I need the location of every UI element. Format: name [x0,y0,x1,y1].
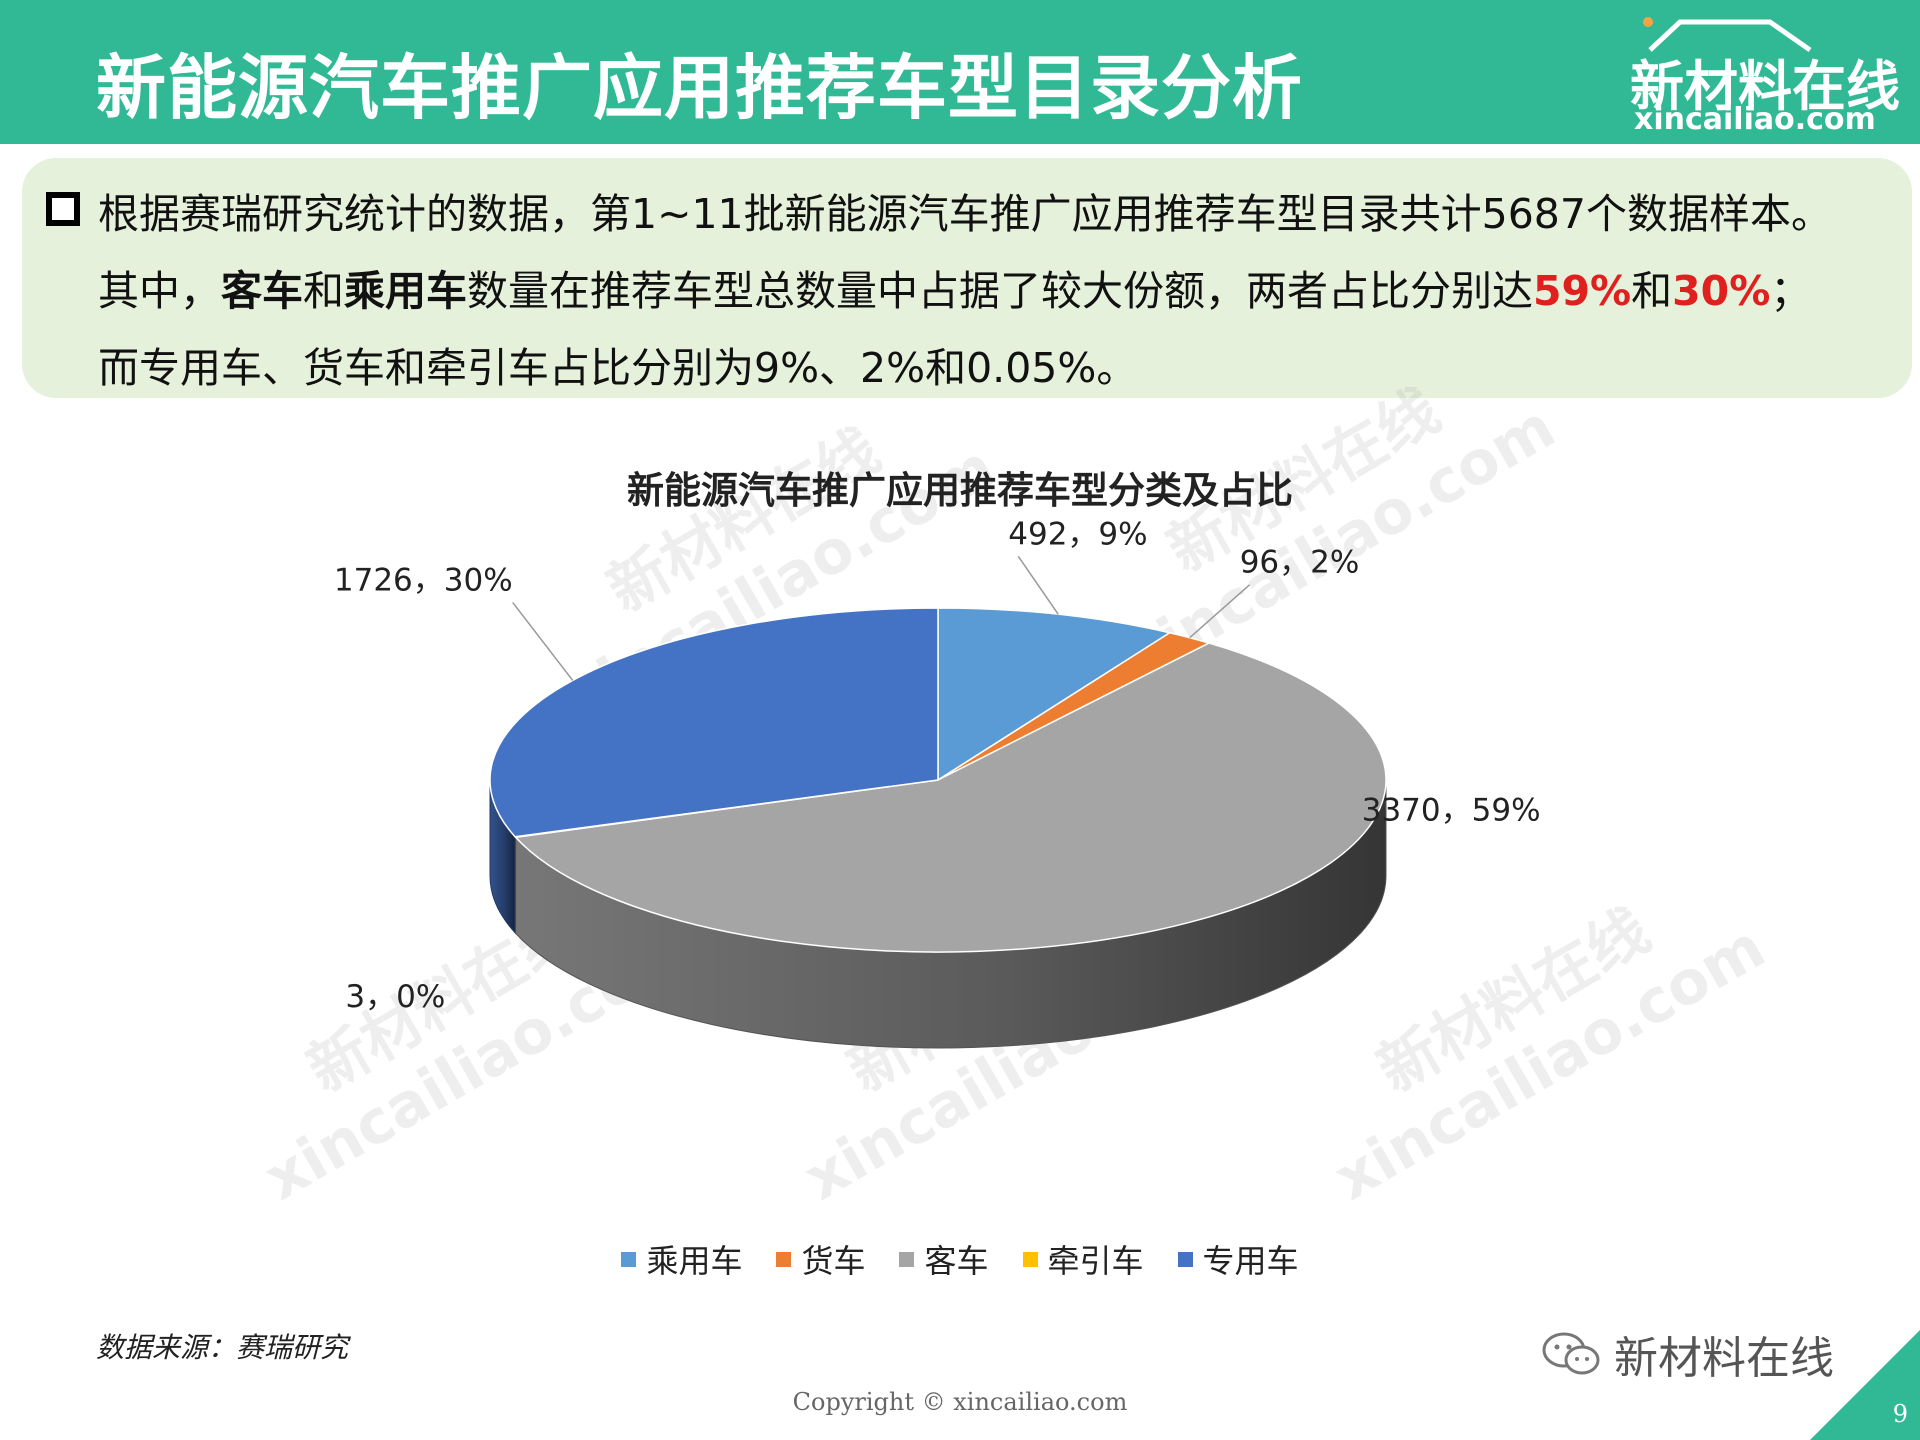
pie-slice-乘用车 [937,607,1172,782]
chart-legend: 乘用车 货车 客车 牵引车 专用车 [0,1236,1920,1282]
wechat-account: 新材料在线 [1540,1322,1834,1386]
logo-text-cn: 新材料在线 [1630,55,1900,118]
summary-line-2: 其中，客车和乘用车数量在推荐车型总数量中占据了较大份额，两者占比分别达59%和3… [98,267,1812,315]
summary-box: 根据赛瑞研究统计的数据，第1~11批新能源汽车推广应用推荐车型目录共计5687个… [22,158,1912,398]
legend-label: 货车 [801,1242,866,1280]
logo-text-en: xincailiao.com [1634,102,1876,137]
brand-logo: 新材料在线 xincailiao.com [1620,14,1900,138]
legend-label: 乘用车 [646,1242,743,1280]
percent-highlight-1: 59% [1533,267,1632,315]
legend-swatch [621,1251,637,1267]
legend-item-专用车: 专用车 [1177,1236,1299,1282]
square-bullet-icon [46,192,80,226]
wechat-name: 新材料在线 [1614,1333,1834,1384]
percent-highlight-2: 30% [1672,267,1771,315]
legend-swatch [899,1251,915,1267]
bus-highlight: 客车 [221,267,303,315]
car-highlight: 乘用车 [344,267,467,315]
pie-slice-专用车 [489,607,939,838]
summary-text: 根据赛瑞研究统计的数据，第1~11批新能源汽车推广应用推荐车型目录共计5687个… [98,176,1898,407]
data-label-牵引车: 3，0% [345,979,445,1015]
leader-line [1189,584,1251,639]
chart-title: 新能源汽车推广应用推荐车型分类及占比 [627,469,1293,512]
leader-line [1017,555,1059,615]
wechat-icon [1542,1332,1600,1375]
roof-icon [1643,17,1812,53]
legend-item-乘用车: 乘用车 [621,1236,742,1282]
data-label-客车: 3370，59% [1362,793,1541,829]
copyright: Copyright © xincailiao.com [792,1388,1128,1416]
legend-swatch [776,1251,792,1267]
data-source: 数据来源：赛瑞研究 [96,1331,349,1364]
legend-label: 牵引车 [1047,1242,1144,1280]
data-label-货车: 96，2% [1240,545,1360,581]
legend-item-牵引车: 牵引车 [1022,1236,1144,1282]
header-bar: 新能源汽车推广应用推荐车型目录分析 新材料在线 xincailiao.com [0,0,1920,144]
legend-label: 客车 [924,1242,989,1280]
page-number: 9 [1892,1400,1908,1428]
legend-swatch [1177,1251,1193,1267]
legend-item-货车: 货车 [776,1236,865,1282]
legend-item-客车: 客车 [899,1236,989,1282]
summary-line-3: 而专用车、货车和牵引车占比分别为9%、2%和0.05%。 [98,344,1138,392]
data-label-乘用车: 492，9% [1008,516,1147,552]
data-label-专用车: 1726，30% [334,562,513,598]
legend-label: 专用车 [1202,1242,1299,1280]
page-corner [1810,1330,1920,1440]
page-title: 新能源汽车推广应用推荐车型目录分析 [96,47,1303,129]
leader-line [512,601,574,681]
pie-slice-客车 [514,642,1387,953]
summary-line-1: 根据赛瑞研究统计的数据，第1~11批新能源汽车推广应用推荐车型目录共计5687个… [98,190,1832,238]
legend-swatch [1022,1251,1038,1267]
